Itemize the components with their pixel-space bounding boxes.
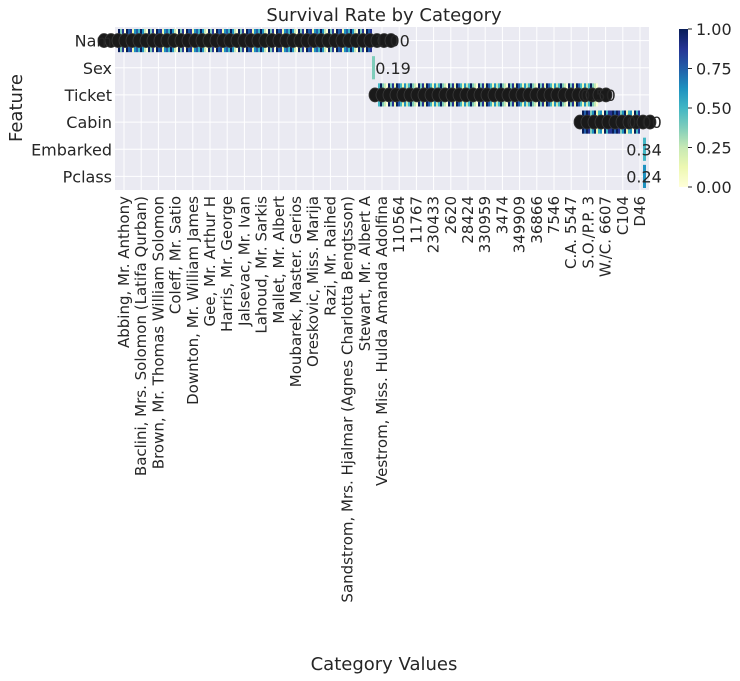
x-tick-label: 11767 (407, 196, 425, 244)
x-tick-label: Baclini, Mrs. Solomon (Latifa Qurban) (132, 196, 150, 476)
x-tick-label: Harris, Mr. George (218, 196, 236, 332)
x-tick-label: Stewart, Mr. Albert A (356, 195, 374, 351)
x-tick-label: Lahoud, Mr. Sarkis (253, 196, 271, 334)
x-tick-label: 36866 (528, 196, 546, 244)
x-tick-label: Jalsevac, Mr. Ivan (235, 196, 253, 327)
y-tick-label: Ticket (64, 86, 112, 105)
annotation-value-embarked: 0.34 (626, 140, 662, 159)
x-tick-label: Abbing, Mr. Anthony (115, 196, 133, 348)
x-tick-label: Vestrom, Miss. Hulda Amanda Adolfina (373, 196, 391, 486)
y-tick-label: Cabin (66, 113, 112, 132)
x-tick-label: Mallet, Mr. Albert (270, 196, 288, 324)
annotation-value-sex: 0.19 (375, 59, 411, 78)
x-tick-label: Moubarek, Master. Gerios (287, 196, 305, 387)
x-axis-label: Category Values (311, 654, 458, 675)
x-tick-label: 28424 (459, 196, 477, 244)
y-tick-label: Nam (75, 32, 112, 51)
x-tick-label: 2620 (442, 196, 460, 234)
colorbar (679, 29, 688, 187)
y-tick-label: Pclass (63, 167, 112, 186)
colorbar-tick-label: 0.00 (696, 178, 732, 197)
x-tick-label: Brown, Mr. Thomas William Solomon (149, 196, 167, 469)
colorbar-tick-label: 0.25 (696, 139, 732, 158)
annotation-cluster (573, 114, 657, 130)
x-tick-label: 330959 (476, 196, 494, 253)
colorbar-tick-label: 0.75 (696, 60, 732, 79)
y-tick-labels: Nam Sex Ticket Cabin Embarked Pclass (31, 32, 112, 187)
x-tick-label: Razi, Mr. Raihed (321, 196, 339, 316)
x-tick-label: C104 (614, 196, 632, 235)
annotation-value-name: 1.00 (374, 32, 410, 51)
heatmap-cell (643, 164, 646, 188)
x-tick-labels: Abbing, Mr. Anthony Baclini, Mrs. Solomon… (115, 195, 649, 602)
y-tick-label: Sex (83, 59, 112, 78)
x-tick-label: C.A. 5547 (562, 196, 580, 269)
x-tick-label: 7546 (545, 196, 563, 234)
x-tick-label: D46 (631, 196, 649, 227)
x-tick-label: 349909 (511, 196, 529, 253)
x-tick-label: Sandstrom, Mrs. Hjalmar (Agnes Charlotta… (339, 196, 357, 603)
x-tick-label: Downton, Mr. William James (184, 196, 202, 405)
chart-title: Survival Rate by Category (266, 5, 502, 26)
annotation-value-cabin: 0.00 (626, 113, 662, 132)
y-tick-label: Embarked (31, 140, 112, 159)
colorbar-tick-label: 0.50 (696, 99, 732, 118)
x-tick-label: 110564 (390, 196, 408, 253)
x-tick-label: Coleff, Mr. Satio (167, 196, 185, 314)
x-tick-label: Oreskovic, Miss. Marija (304, 196, 322, 367)
cell-annotations: 1.00 0.19 0.50 0.00 0.34 0.24 (97, 32, 662, 186)
annotation-mark (643, 114, 657, 130)
x-tick-label: 3474 (493, 196, 511, 234)
heatmap-cell (643, 137, 646, 161)
annotation-cluster (97, 33, 398, 48)
x-tick-label: Gee, Mr. Arthur H (201, 196, 219, 326)
colorbar-ticks: 0.00 0.25 0.50 0.75 1.00 (688, 20, 732, 197)
x-tick-label: W./C. 6607 (597, 196, 615, 277)
annotation-mark (599, 87, 613, 103)
x-tick-label: 230433 (425, 196, 443, 253)
annotation-cluster (368, 87, 613, 103)
annotation-mark (384, 33, 398, 48)
heatmap-cell (372, 56, 375, 80)
annotation-value-ticket: 0.50 (580, 86, 616, 105)
grid-lines (115, 27, 649, 190)
y-axis-label: Feature (6, 74, 27, 142)
colorbar-tick-label: 1.00 (696, 20, 732, 39)
annotation-value-pclass: 0.24 (626, 167, 662, 186)
x-tick-label: S.O./P.P. 3 (579, 196, 597, 269)
